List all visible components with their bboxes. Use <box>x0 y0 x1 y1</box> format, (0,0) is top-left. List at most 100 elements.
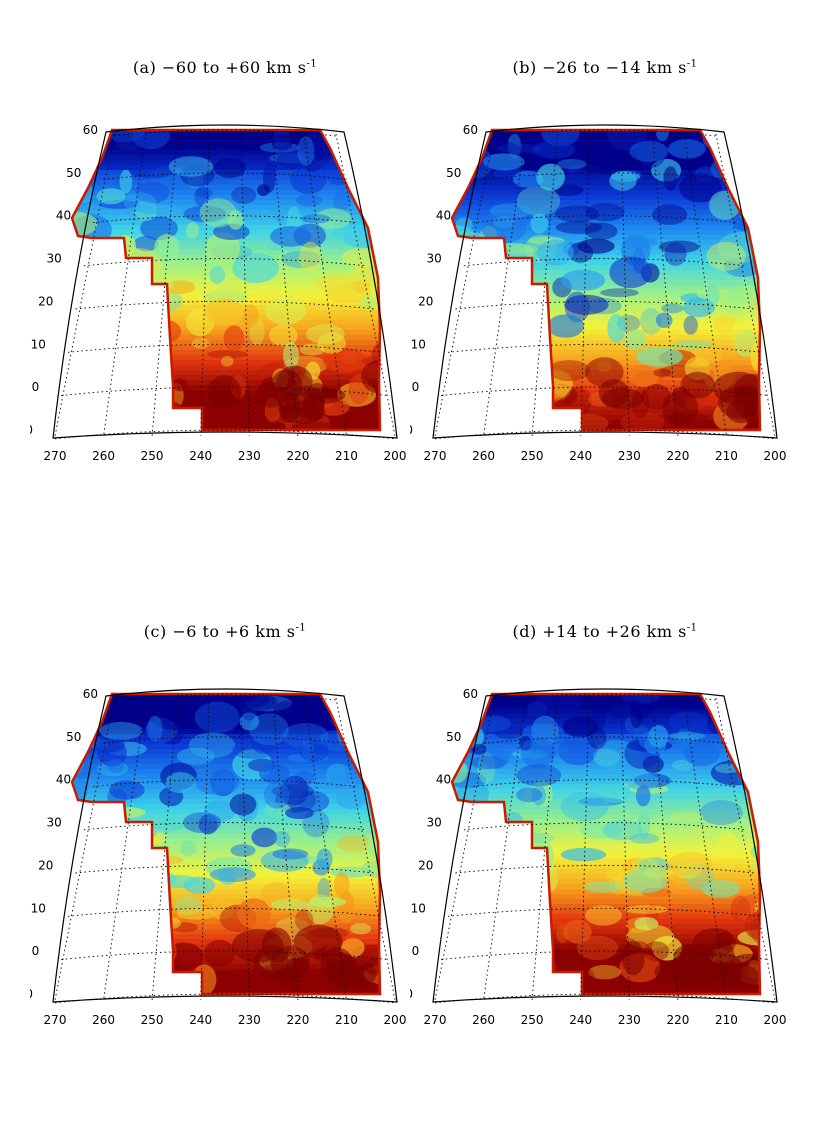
latitude-gridline <box>103 736 347 744</box>
longitude-gridline <box>580 133 590 437</box>
latitude-gridline <box>483 172 727 180</box>
latitude-gridline <box>67 343 383 353</box>
map-frame <box>432 688 778 1003</box>
longitude-gridline <box>200 697 210 1001</box>
sky-map: 60 50 40 30 20 10 0 −10 270 260 250 240 230 220 210 200 <box>410 123 786 463</box>
longitude-gridline <box>303 133 347 437</box>
longitude-gridline <box>531 697 558 1001</box>
longitude-tick-label: 240 <box>569 1013 592 1027</box>
latitude-tick-label: 60 <box>463 687 478 701</box>
longitude-gridline <box>483 133 527 437</box>
latitude-gridline <box>61 386 389 396</box>
latitude-tick-label: 60 <box>83 123 98 137</box>
latitude-gridline <box>113 129 337 137</box>
longitude-tick-label: 270 <box>44 1013 67 1027</box>
map-frame <box>52 124 398 439</box>
longitude-tick-label: 220 <box>286 449 309 463</box>
latitude-tick-label: 0 <box>412 944 420 958</box>
latitude-gridline <box>67 907 383 917</box>
latitude-gridline <box>463 258 747 267</box>
intensity-field <box>452 130 760 430</box>
latitude-tick-label: 0 <box>32 380 40 394</box>
longitude-tick-label: 240 <box>569 449 592 463</box>
longitude-gridline <box>103 133 147 437</box>
panel-title-text: (b) −26 to −14 km s <box>512 58 687 77</box>
longitude-gridline <box>272 133 299 437</box>
longitude-gridline <box>683 133 727 437</box>
latitude-gridline <box>493 693 717 701</box>
longitude-tick-label: 230 <box>618 449 641 463</box>
latitude-gridline <box>493 129 717 137</box>
latitude-tick-label: 30 <box>47 816 62 830</box>
coverage-edge <box>70 128 382 432</box>
panel-title: (a) −60 to +60 km s-1 <box>30 58 420 77</box>
latitude-gridline <box>473 215 737 223</box>
longitude-tick-label: 220 <box>666 1013 689 1027</box>
longitude-gridline <box>434 697 495 1001</box>
longitude-tick-label: 260 <box>92 1013 115 1027</box>
latitude-gridline <box>473 779 737 787</box>
longitude-tick-label: 230 <box>238 1013 261 1027</box>
latitude-gridline <box>75 300 375 310</box>
longitude-gridline <box>303 697 347 1001</box>
panel-title-sup: -1 <box>686 58 698 70</box>
latitude-tick-label: −10 <box>30 423 33 437</box>
panel-title-text: (d) +14 to +26 km s <box>512 622 687 641</box>
longitude-tick-label: 220 <box>666 449 689 463</box>
latitude-gridline <box>113 693 337 701</box>
latitude-gridline <box>441 950 769 960</box>
longitude-tick-label: 250 <box>141 449 164 463</box>
latitude-tick-label: 40 <box>436 773 451 787</box>
latitude-gridline <box>93 215 357 223</box>
sky-map: 60 50 40 30 20 10 0 −10 270 260 250 240 230 220 210 200 <box>30 687 407 1027</box>
longitude-tick-label: 210 <box>335 449 358 463</box>
latitude-tick-label: 0 <box>412 380 420 394</box>
longitude-tick-label: 250 <box>521 1013 544 1027</box>
longitude-tick-label: 230 <box>238 449 261 463</box>
latitude-gridline <box>447 907 763 917</box>
longitude-tick-label: 260 <box>92 449 115 463</box>
latitude-tick-label: 50 <box>66 166 81 180</box>
panel-b: (b) −26 to −14 km s-1 60 50 40 30 20 10 0 −10 27… <box>410 58 800 478</box>
latitude-tick-label: 40 <box>436 209 451 223</box>
longitude-gridline <box>580 697 590 1001</box>
longitude-gridline <box>240 133 250 437</box>
panel-title: (d) +14 to +26 km s-1 <box>410 622 800 641</box>
longitude-gridline <box>620 133 630 437</box>
longitude-gridline <box>151 133 178 437</box>
panel-title-sup: -1 <box>686 622 698 634</box>
coverage-edge <box>450 128 762 432</box>
coverage-edge <box>70 692 382 996</box>
latitude-tick-label: 60 <box>83 687 98 701</box>
latitude-gridline <box>455 300 755 310</box>
map-frame <box>432 124 778 439</box>
longitude-tick-label: 250 <box>521 449 544 463</box>
latitude-gridline <box>83 822 367 831</box>
latitude-tick-label: 60 <box>463 123 478 137</box>
longitude-tick-label: 210 <box>715 1013 738 1027</box>
longitude-tick-label: 200 <box>764 1013 787 1027</box>
latitude-tick-label: −10 <box>30 987 33 1001</box>
longitude-tick-label: 230 <box>618 1013 641 1027</box>
latitude-gridline <box>455 864 755 874</box>
panel-d: (d) +14 to +26 km s-1 60 50 40 30 20 10 0 −10 27… <box>410 622 800 1042</box>
longitude-tick-label: 260 <box>472 449 495 463</box>
longitude-gridline <box>652 133 679 437</box>
longitude-tick-label: 250 <box>141 1013 164 1027</box>
panel-title-text: (c) −6 to +6 km s <box>143 622 296 641</box>
longitude-tick-label: 270 <box>424 449 447 463</box>
sky-map: 60 50 40 30 20 10 0 −10 270 260 250 240 230 220 210 200 <box>410 687 787 1027</box>
longitude-tick-label: 240 <box>189 1013 212 1027</box>
latitude-tick-label: 50 <box>446 730 461 744</box>
latitude-tick-label: 20 <box>38 858 53 872</box>
latitude-tick-label: −10 <box>410 987 413 1001</box>
latitude-gridline <box>83 258 367 267</box>
latitude-tick-label: 10 <box>411 901 426 915</box>
latitude-tick-label: 20 <box>38 294 53 308</box>
longitude-tick-label: 200 <box>384 1013 407 1027</box>
latitude-tick-label: 20 <box>418 294 433 308</box>
longitude-gridline <box>200 133 210 437</box>
longitude-gridline <box>272 697 299 1001</box>
panel-a: (a) −60 to +60 km s-1 60 50 40 30 20 10 0 −10 27… <box>30 58 420 478</box>
longitude-tick-label: 220 <box>286 1013 309 1027</box>
